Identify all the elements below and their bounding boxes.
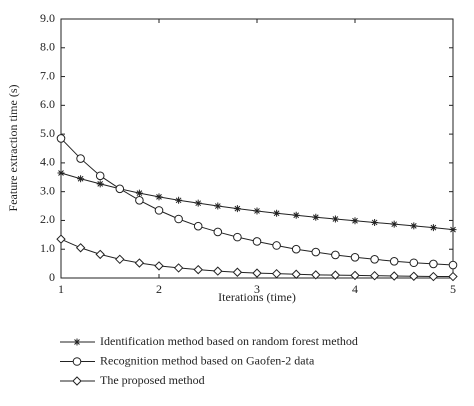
y-tick-label: 2.0 — [40, 212, 55, 226]
marker — [95, 249, 105, 260]
marker — [154, 206, 164, 215]
marker — [292, 211, 300, 219]
marker — [134, 258, 145, 268]
legend-marker — [72, 376, 82, 386]
marker — [331, 215, 339, 223]
marker — [57, 169, 65, 177]
marker — [115, 254, 125, 265]
marker — [213, 266, 223, 276]
legend-marker — [72, 357, 82, 366]
marker — [135, 189, 143, 197]
marker — [389, 271, 399, 281]
marker — [389, 257, 399, 266]
marker — [56, 234, 66, 244]
marker — [95, 171, 105, 181]
marker — [311, 247, 321, 257]
marker — [449, 226, 457, 234]
y-tick-label: 4.0 — [40, 155, 55, 169]
marker — [135, 196, 144, 205]
marker — [175, 196, 183, 204]
marker — [75, 243, 86, 253]
marker — [233, 232, 242, 242]
marker — [56, 134, 66, 143]
marker — [350, 270, 360, 281]
x-tick-label: 5 — [450, 282, 456, 296]
y-tick-label: 1.0 — [40, 241, 55, 255]
y-tick-label: 5.0 — [40, 126, 55, 140]
marker — [253, 207, 261, 215]
marker — [350, 252, 360, 262]
marker — [96, 180, 104, 188]
marker — [194, 199, 202, 207]
series-line — [60, 138, 454, 266]
marker — [448, 260, 458, 270]
marker — [115, 184, 125, 194]
legend-marker — [73, 338, 81, 346]
marker — [77, 175, 85, 183]
x-axis-label: Iterations (time) — [218, 290, 296, 304]
marker — [252, 268, 262, 278]
marker — [331, 250, 340, 260]
marker — [291, 244, 301, 254]
marker — [173, 263, 184, 273]
marker — [233, 205, 241, 213]
y-tick-label: 6.0 — [40, 97, 55, 111]
legend-label: The proposed method — [100, 373, 205, 387]
x-tick-label: 4 — [352, 282, 358, 296]
marker — [429, 224, 437, 232]
marker — [193, 264, 203, 275]
marker — [369, 270, 380, 281]
marker — [213, 227, 223, 237]
y-tick-label: 7.0 — [40, 68, 55, 82]
marker — [232, 267, 243, 277]
x-tick-label: 2 — [156, 282, 162, 296]
marker — [312, 213, 320, 221]
marker — [155, 193, 163, 201]
marker — [273, 209, 281, 217]
legend-label: Identification method based on random fo… — [100, 334, 358, 348]
marker — [409, 258, 419, 268]
marker — [371, 218, 379, 226]
y-axis-label: Feature extraction time (s) — [6, 85, 20, 212]
marker — [76, 154, 85, 163]
marker — [272, 241, 281, 250]
y-tick-label: 0 — [49, 270, 55, 284]
marker — [448, 271, 458, 282]
y-tick-label: 8.0 — [40, 40, 55, 54]
marker — [428, 271, 439, 282]
marker — [193, 221, 203, 231]
x-tick-label: 3 — [254, 282, 260, 296]
y-tick-label: 3.0 — [40, 183, 55, 197]
marker — [409, 271, 419, 281]
marker — [252, 237, 262, 246]
marker — [271, 268, 282, 279]
marker — [214, 202, 222, 210]
x-tick-label: 1 — [58, 282, 64, 296]
marker — [154, 261, 164, 271]
marker — [330, 270, 341, 280]
marker — [311, 270, 321, 280]
marker — [351, 217, 359, 225]
marker — [174, 214, 183, 224]
marker — [370, 254, 379, 264]
y-tick-label: 9.0 — [40, 11, 55, 25]
marker — [390, 220, 398, 228]
legend-label: Recognition method based on Gaofen-2 dat… — [100, 353, 315, 367]
marker — [291, 269, 301, 279]
marker — [429, 259, 438, 269]
marker — [410, 222, 418, 230]
